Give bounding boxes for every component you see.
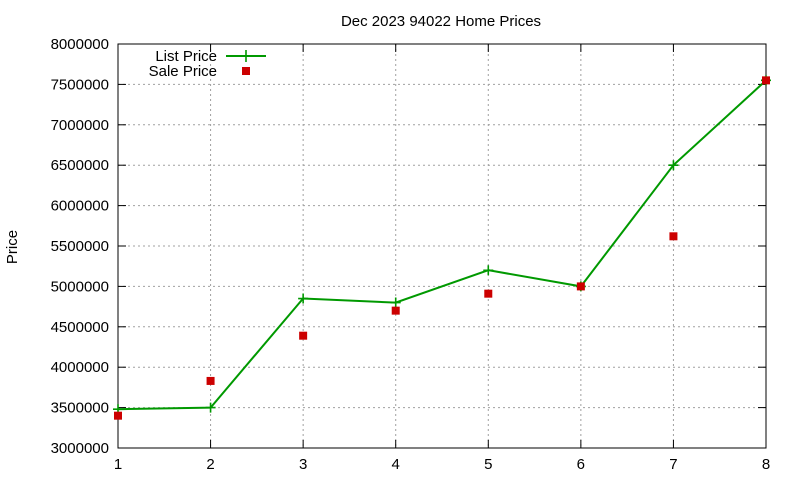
x-tick-label: 8 — [762, 456, 770, 473]
data-point-list-price — [390, 297, 401, 308]
grid — [118, 44, 766, 448]
y-tick-label: 5000000 — [51, 278, 109, 295]
y-tick-label: 8000000 — [51, 36, 109, 53]
x-axis-tick-labels: 1 2 3 4 5 6 7 8 — [114, 456, 770, 473]
data-point-list-price — [205, 402, 216, 413]
legend-marker-list-price — [240, 50, 252, 62]
x-tick-label: 1 — [114, 456, 122, 473]
chart-title: Dec 2023 94022 Home Prices — [341, 13, 541, 30]
series-layer — [113, 75, 771, 420]
axis-ticks — [117, 43, 767, 449]
x-tick-label: 2 — [206, 456, 214, 473]
data-point-sale-price — [114, 411, 122, 420]
y-axis-tick-labels: 3000000 3500000 4000000 4500000 5000000 55000… — [51, 36, 109, 457]
data-point-sale-price — [576, 282, 585, 291]
data-point-list-price — [298, 293, 309, 304]
y-tick-label: 7500000 — [51, 76, 109, 93]
series-sale-price — [114, 76, 770, 420]
y-tick-label: 4500000 — [51, 319, 109, 336]
y-tick-label: 7000000 — [51, 117, 109, 134]
data-point-sale-price — [669, 232, 678, 241]
data-point-sale-price — [299, 331, 308, 340]
data-point-sale-price — [206, 376, 215, 385]
x-tick-label: 5 — [484, 456, 492, 473]
legend: List Price Sale Price — [149, 48, 266, 80]
data-point-list-price — [668, 160, 679, 171]
x-tick-label: 4 — [392, 456, 400, 473]
y-axis-label: Price — [4, 230, 21, 264]
y-tick-label: 3000000 — [51, 440, 109, 457]
y-tick-label: 6500000 — [51, 157, 109, 174]
y-tick-label: 3500000 — [51, 400, 109, 417]
legend-label-list-price: List Price — [155, 48, 217, 65]
x-tick-label: 6 — [577, 456, 585, 473]
legend-marker-sale-price — [242, 67, 250, 75]
x-tick-label: 3 — [299, 456, 307, 473]
y-tick-label: 6000000 — [51, 198, 109, 215]
data-point-list-price — [483, 265, 494, 276]
series-list-price — [113, 75, 771, 415]
data-point-sale-price — [484, 289, 493, 298]
data-point-sale-price — [391, 306, 400, 315]
data-point-sale-price — [762, 76, 770, 85]
x-tick-label: 7 — [669, 456, 677, 473]
y-tick-label: 4000000 — [51, 359, 109, 376]
series-line-list-price — [117, 79, 767, 411]
y-tick-label: 5500000 — [51, 238, 109, 255]
legend-label-sale-price: Sale Price — [149, 63, 217, 80]
